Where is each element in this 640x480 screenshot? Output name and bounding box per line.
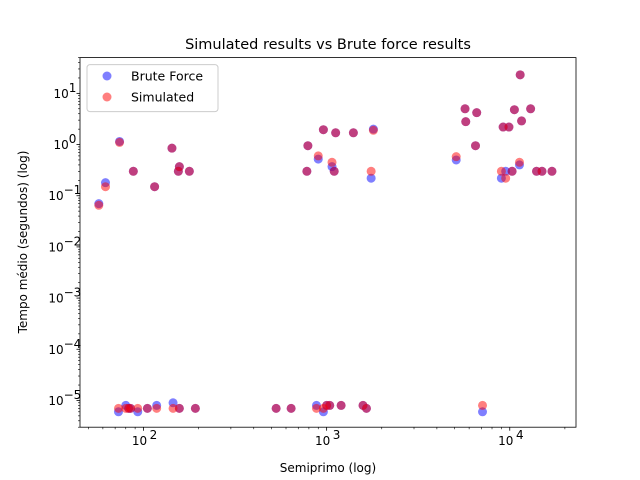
y-tick-label: 10 (54, 87, 69, 101)
point-simulated (368, 125, 378, 135)
point-simulated (113, 403, 123, 413)
point-simulated (501, 173, 511, 183)
point-simulated (547, 166, 557, 176)
y-tick-exponent: −2 (64, 234, 82, 248)
y-tick-label: 10 (48, 189, 63, 203)
legend-label-brute-force: Brute Force (131, 69, 203, 84)
point-simulated (174, 403, 184, 413)
point-simulated (331, 128, 341, 138)
x-tick-label: 10 (315, 434, 330, 448)
point-simulated (286, 403, 296, 413)
point-simulated (313, 151, 323, 161)
point-simulated (271, 403, 281, 413)
y-axis-label: Tempo médio (segundos) (log) (16, 151, 30, 335)
point-simulated (515, 70, 525, 80)
point-simulated (460, 104, 470, 114)
y-tick-exponent: −3 (64, 286, 82, 300)
point-simulated (115, 137, 125, 147)
plot-frame (79, 57, 577, 428)
point-simulated (128, 166, 138, 176)
point-simulated (361, 403, 371, 413)
y-tick-exponent: 1 (69, 81, 77, 95)
y-tick-label: 10 (48, 343, 63, 357)
y-tick-exponent: 0 (69, 132, 77, 146)
point-simulated (133, 403, 143, 413)
point-simulated (142, 403, 152, 413)
y-tick-exponent: −1 (64, 183, 82, 197)
x-axis-label: Semiprimo (log) (280, 461, 376, 475)
point-simulated (302, 166, 312, 176)
x-tick-exponent: 3 (333, 428, 341, 442)
point-simulated (303, 141, 313, 151)
point-simulated (167, 143, 177, 153)
point-simulated (504, 122, 514, 132)
y-tick-label: 10 (54, 138, 69, 152)
data-points (94, 70, 557, 417)
point-simulated (184, 166, 194, 176)
legend-box (86, 64, 219, 113)
point-simulated (336, 400, 346, 410)
point-simulated (471, 141, 480, 151)
point-simulated (168, 403, 178, 413)
x-tick-label: 10 (132, 434, 147, 448)
x-tick-exponent: 4 (516, 428, 524, 442)
point-simulated (318, 125, 328, 135)
x-tick-label: 10 (498, 434, 513, 448)
y-tick-exponent: −4 (64, 337, 82, 351)
point-simulated (509, 105, 519, 115)
point-simulated (325, 400, 335, 410)
point-simulated (94, 200, 104, 210)
point-simulated (537, 166, 547, 176)
legend-marker-brute-force (102, 71, 112, 81)
point-simulated (472, 108, 482, 118)
legend-label-simulated: Simulated (131, 90, 194, 105)
point-simulated (496, 166, 506, 176)
y-tick-label: 10 (48, 240, 63, 254)
point-simulated (329, 166, 339, 176)
point-brute-force (478, 407, 488, 417)
point-brute-force (366, 173, 376, 183)
point-simulated (126, 403, 136, 413)
point-simulated (150, 182, 160, 192)
point-simulated (174, 162, 184, 172)
y-tick-label: 10 (48, 292, 63, 306)
point-simulated (152, 403, 162, 413)
chart-title: Simulated results vs Brute force results (185, 37, 471, 53)
point-simulated (514, 157, 524, 167)
point-simulated (100, 182, 110, 192)
point-simulated (366, 166, 376, 176)
x-axis: 10 2 10 3 10 4 (88, 427, 566, 448)
point-simulated (348, 128, 358, 138)
point-simulated (311, 403, 321, 413)
y-tick-label: 10 (48, 394, 63, 408)
point-simulated (451, 152, 461, 162)
legend-marker-simulated (102, 92, 112, 102)
legend: Brute Force Simulated (86, 64, 219, 113)
point-simulated (327, 157, 337, 167)
point-simulated (478, 400, 488, 410)
point-simulated (517, 116, 527, 126)
point-simulated (507, 166, 517, 176)
point-simulated (526, 104, 536, 114)
point-simulated (190, 403, 200, 413)
y-tick-exponent: −5 (64, 388, 82, 402)
x-tick-exponent: 2 (150, 428, 158, 442)
point-simulated (461, 117, 471, 127)
